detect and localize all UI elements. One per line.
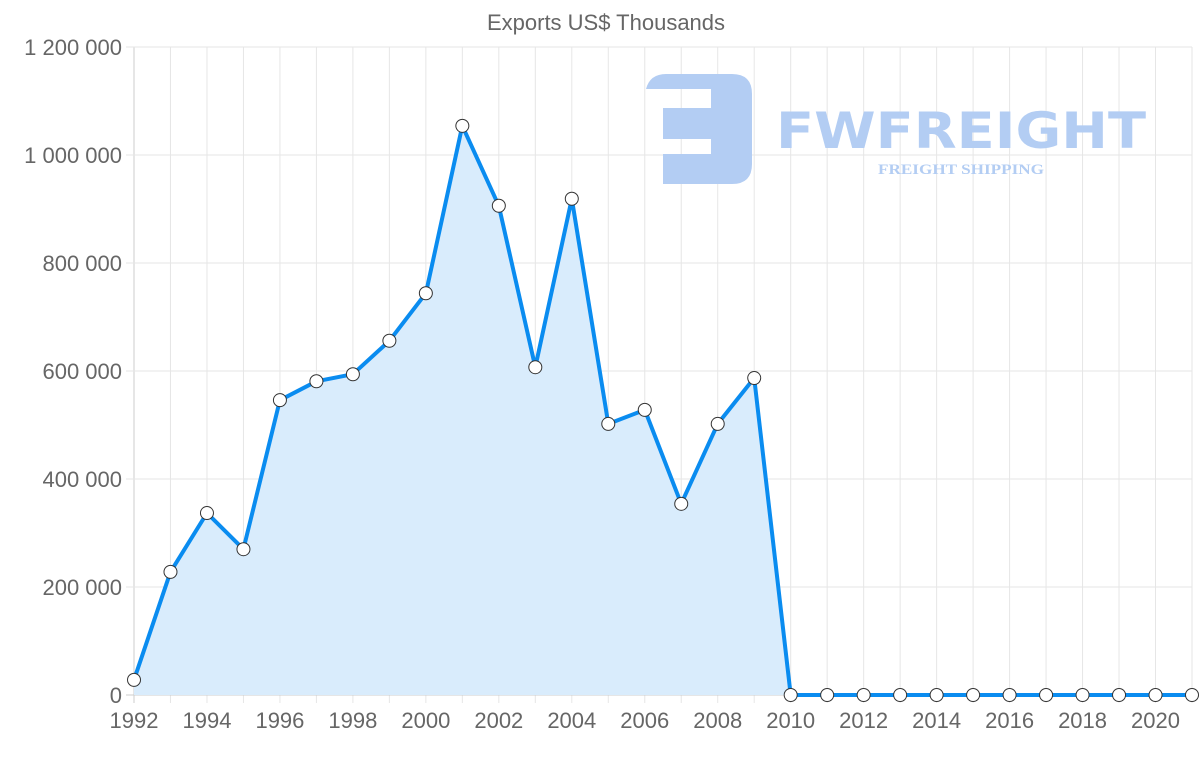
y-tick-label: 1 000 000	[24, 143, 122, 168]
y-tick-label: 1 200 000	[24, 35, 122, 60]
data-point[interactable]	[345, 367, 360, 382]
x-tick-label: 1996	[255, 708, 304, 733]
data-point[interactable]	[127, 672, 141, 687]
data-point[interactable]	[601, 416, 616, 431]
data-point[interactable]	[929, 688, 944, 702]
data-point[interactable]	[747, 371, 762, 386]
x-tick-label: 2018	[1058, 708, 1107, 733]
y-axis: 0 200 000 400 000 600 000 800 000 1 000 000 1 …	[24, 35, 122, 708]
x-tick-label: 2002	[474, 708, 523, 733]
data-point[interactable]	[966, 688, 981, 702]
x-tick-label: 2008	[693, 708, 742, 733]
data-point[interactable]	[856, 688, 871, 702]
y-tick-label: 600 000	[42, 359, 122, 384]
data-point[interactable]	[236, 542, 251, 557]
data-point[interactable]	[893, 688, 908, 702]
y-tick-label: 800 000	[42, 251, 122, 276]
x-tick-label: 2000	[401, 708, 450, 733]
data-point[interactable]	[1075, 688, 1090, 702]
data-point[interactable]	[710, 416, 725, 431]
x-tick-label: 2006	[620, 708, 669, 733]
data-point[interactable]	[820, 688, 835, 702]
data-point[interactable]	[309, 374, 324, 389]
fwfreight-watermark-logo: FWFREIGHT FREIGHT SHIPPING	[646, 74, 1146, 184]
data-point[interactable]	[1112, 688, 1127, 702]
data-point[interactable]	[783, 688, 798, 702]
series-area-fill	[134, 125, 1192, 696]
fwfreight-logo-icon	[646, 74, 752, 184]
y-tick-label: 200 000	[42, 575, 122, 600]
data-point[interactable]	[1185, 688, 1199, 702]
y-tick-label: 400 000	[42, 467, 122, 492]
data-point[interactable]	[1039, 688, 1054, 702]
data-point[interactable]	[1002, 688, 1017, 702]
chart-title: Exports US$ Thousands	[487, 10, 725, 35]
series-layer	[127, 118, 1199, 702]
data-point[interactable]	[564, 191, 579, 206]
data-point[interactable]	[418, 286, 433, 301]
data-point[interactable]	[199, 506, 214, 521]
x-tick-label: 2020	[1131, 708, 1180, 733]
data-point[interactable]	[382, 333, 397, 348]
x-tick-label: 1992	[110, 708, 159, 733]
x-tick-label: 2004	[547, 708, 596, 733]
x-tick-label: 1994	[182, 708, 231, 733]
x-tick-label: 2014	[912, 708, 961, 733]
x-tick-label: 2010	[766, 708, 815, 733]
x-axis: 1992 1994 1996 1998 2000 2002 2004 2006 2008 2010…	[110, 708, 1180, 733]
data-point[interactable]	[528, 360, 543, 375]
x-tick-label: 2012	[839, 708, 888, 733]
y-tick-label: 0	[110, 683, 122, 708]
data-point[interactable]	[1148, 688, 1163, 702]
data-point[interactable]	[455, 118, 470, 133]
x-tick-label: 1998	[328, 708, 377, 733]
watermark-brand: FWFREIGHT	[776, 102, 1146, 160]
x-tick-label: 2016	[985, 708, 1034, 733]
watermark-tagline: FREIGHT SHIPPING	[878, 162, 1044, 178]
data-point[interactable]	[674, 496, 689, 511]
data-point[interactable]	[272, 393, 287, 408]
data-point[interactable]	[637, 402, 652, 417]
data-point[interactable]	[163, 564, 178, 579]
data-point[interactable]	[491, 198, 506, 213]
